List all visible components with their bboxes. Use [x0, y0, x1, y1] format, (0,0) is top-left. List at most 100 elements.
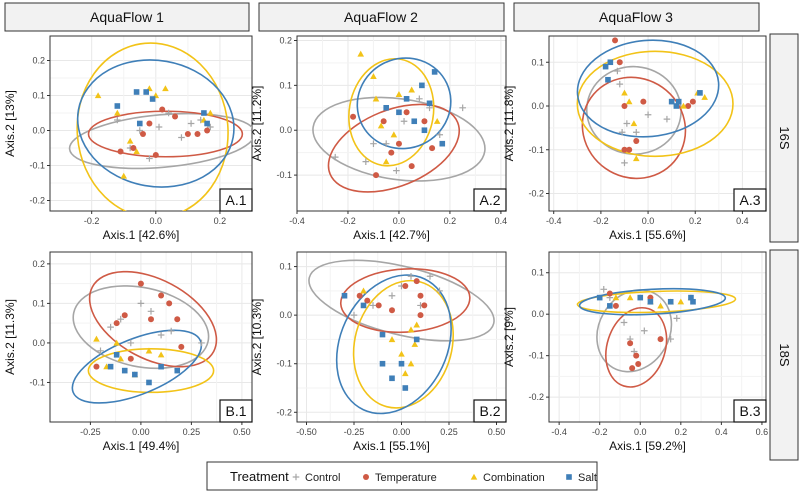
control-point: [187, 120, 195, 127]
x-tick-label: 0.0: [642, 216, 655, 226]
x-tick-label: -0.4: [289, 216, 305, 226]
row-strips: 16S 18S: [769, 33, 799, 461]
combination-point: [621, 89, 628, 96]
temperature-point: [389, 307, 395, 314]
control-point: [198, 339, 205, 347]
panel-tag-box: [219, 188, 253, 212]
strip-aquaflow-1: AquaFlow 1: [90, 9, 164, 25]
combination-point: [413, 321, 420, 328]
y-tick-label: 0.0: [531, 101, 544, 111]
control-point: [370, 140, 377, 147]
legend-label-salt: Salt: [578, 472, 597, 484]
temperature-point: [174, 316, 181, 323]
temperature-ellipse: [581, 76, 687, 180]
y-tick-label: -0.2: [276, 407, 292, 417]
combination-point: [382, 158, 390, 165]
y-axis-label: Axis.2 [13%]: [3, 90, 17, 157]
combination-point: [407, 326, 415, 333]
legend-title: Treatment: [230, 469, 289, 484]
combination-point: [625, 98, 633, 105]
temperature-ellipse: [605, 306, 668, 388]
combination-point: [677, 298, 685, 305]
y-tick-label: 0.1: [279, 262, 292, 272]
panel-tag-box: [733, 188, 767, 212]
y-tick-label: -0.1: [276, 359, 292, 369]
x-tick-label: -0.25: [80, 427, 101, 437]
x-axis-label: Axis.1 [59.2%]: [609, 439, 686, 453]
temperature-ellipse: [87, 110, 244, 158]
gridlines: [50, 252, 252, 422]
x-tick-label: 0.4: [495, 216, 508, 226]
combination-point: [701, 93, 708, 100]
temperature-point: [166, 300, 173, 307]
gridlines: [297, 252, 506, 422]
temperature-point: [137, 280, 144, 287]
combination-point: [360, 287, 367, 294]
combination-point: [145, 347, 153, 354]
salt-point: [379, 360, 386, 367]
temperature-point: [606, 290, 613, 297]
combination-ellipse: [87, 348, 215, 394]
x-tick-label: -0.25: [344, 427, 365, 437]
control-point: [362, 158, 370, 165]
y-tick-label: 0.2: [279, 35, 292, 45]
x-tick-label: -0.4: [551, 427, 567, 437]
control-point: [620, 319, 628, 326]
salt-point: [668, 98, 675, 105]
panel-b-3: -0.4 -0.2 0.0 0.2 0.4 0.6 -0.2 -0.1 0.0 0.1 Axis.1…: [502, 251, 768, 453]
temperature-point: [375, 302, 382, 309]
plot-area: [50, 252, 252, 422]
temperature-point: [689, 98, 696, 105]
salt-point: [143, 89, 149, 95]
control-point: [426, 272, 434, 280]
salt-point: [360, 302, 367, 309]
salt-point: [690, 298, 696, 305]
temperature-point: [127, 355, 134, 362]
strip-18s: 18S: [777, 343, 792, 366]
temperature-point: [117, 148, 124, 155]
temperature-point: [113, 320, 120, 327]
salt-point: [146, 379, 152, 386]
x-axis-label: Axis.1 [55.1%]: [353, 439, 430, 453]
salt-point: [607, 59, 614, 66]
panel-b-1: -0.25 0.00 0.25 0.50 -0.1 0.0 0.1 0.2 Axis.1 [49…: [3, 251, 253, 453]
y-tick-label: 0.0: [279, 310, 292, 320]
control-point: [600, 286, 608, 293]
strip-16s: 16S: [777, 126, 792, 149]
combination-point: [372, 95, 380, 102]
temperature-point: [616, 59, 623, 66]
control-point: [137, 300, 145, 307]
x-tick-label: 0.00: [132, 427, 150, 437]
salt-point: [133, 89, 140, 95]
salt-point: [637, 294, 644, 301]
control-point: [114, 116, 121, 124]
control-point: [167, 327, 175, 335]
salt-point: [136, 120, 143, 127]
salt-point: [426, 100, 433, 107]
temperature-point: [421, 118, 428, 125]
y-tick-label: -0.1: [276, 170, 292, 180]
temperature-point: [146, 120, 153, 127]
y-tick-label: 0.2: [32, 56, 45, 66]
temperature-point: [417, 292, 424, 299]
control-point: [136, 127, 144, 134]
panel-tag: B.1: [225, 403, 246, 419]
control-ellipse: [68, 112, 252, 170]
salt-ellipse: [71, 329, 203, 404]
panel-tag: A.2: [479, 192, 500, 208]
combination-point: [120, 172, 128, 179]
salt-point: [158, 363, 164, 370]
temperature-point: [178, 343, 185, 350]
combination-point: [657, 302, 664, 309]
control-point: [97, 347, 104, 355]
legend: Treatment Control Temperature Combination S…: [206, 461, 598, 491]
temperature-point: [184, 131, 191, 137]
temperature-point: [172, 113, 179, 120]
y-tick-label: -0.1: [29, 377, 45, 387]
control-point: [388, 292, 396, 300]
control-point: [459, 104, 466, 112]
panel-tag-box: [473, 188, 507, 212]
x-tick-label: 0.50: [488, 427, 506, 437]
y-tick-label: -0.2: [29, 196, 45, 206]
